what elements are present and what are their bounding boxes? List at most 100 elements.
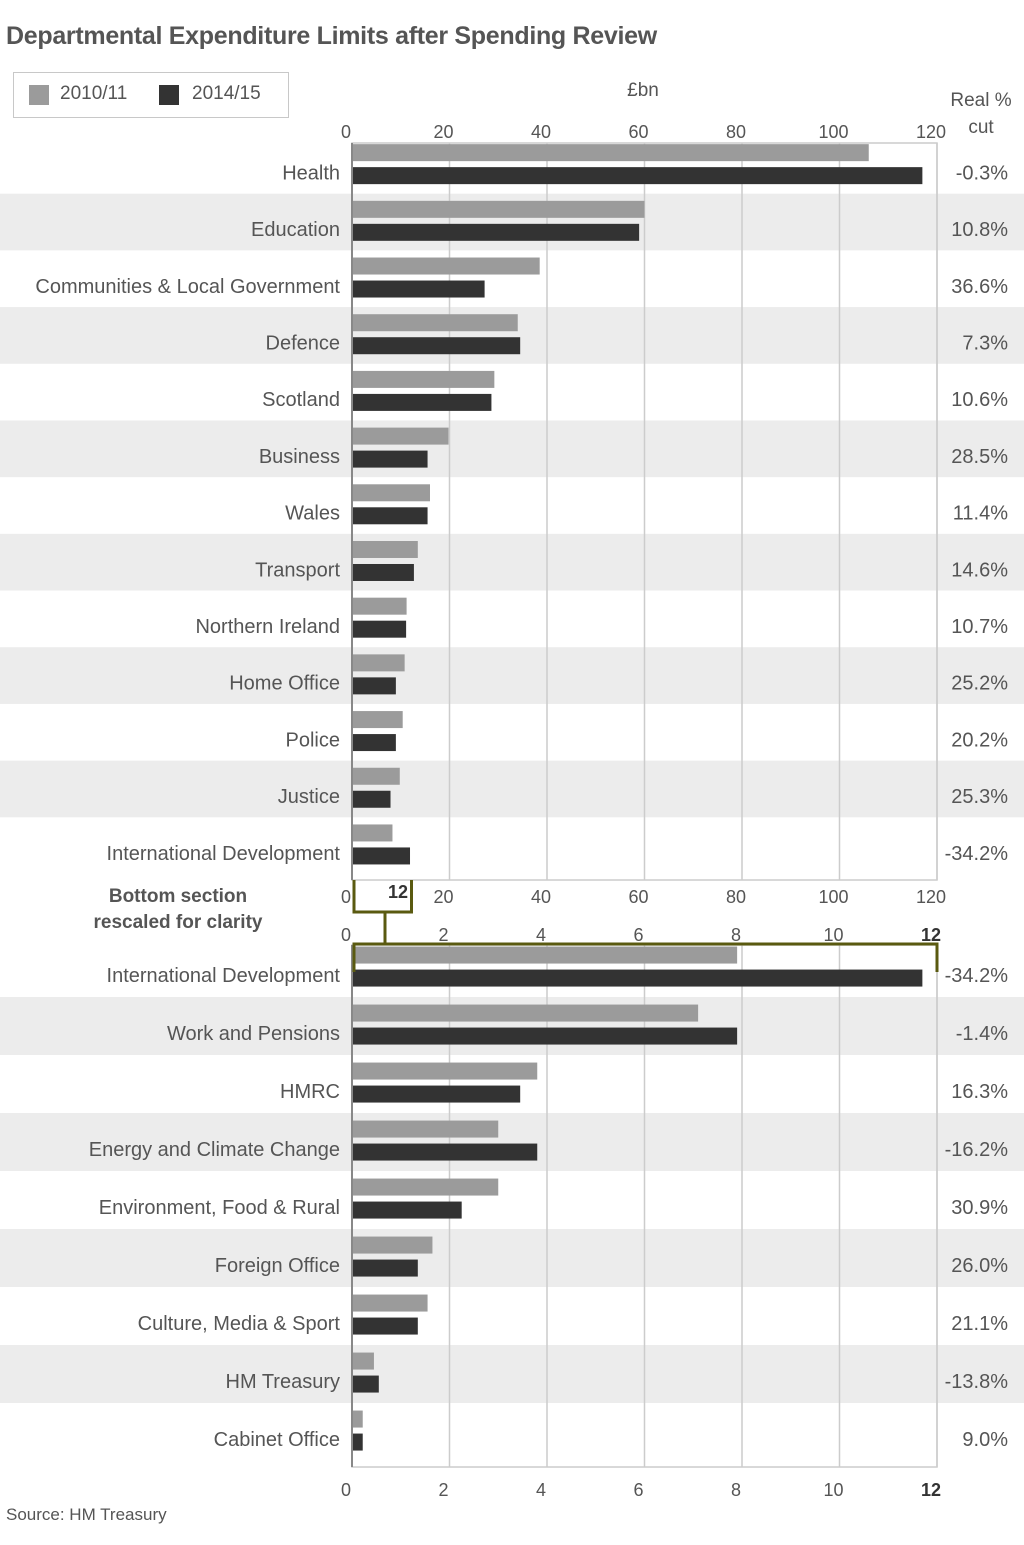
real-cut-value-bottom-environment-food-rural: 30.9% — [951, 1197, 1008, 1219]
zoom-bracket-wide — [352, 942, 939, 972]
tick-label-top-bottom-20: 20 — [433, 887, 453, 907]
bar-top-2010-11-education — [353, 200, 645, 218]
real-cut-value-bottom-international-development: -34.2% — [945, 965, 1009, 987]
tick-label-bottom-bottom-2: 2 — [438, 1480, 448, 1500]
bar-top-2014-15-home-office — [353, 677, 396, 695]
tick-label-top-top-40: 40 — [531, 122, 551, 142]
real-cut-value-top-health: -0.3% — [956, 162, 1008, 184]
real-cut-value-top-communities-local-government: 36.6% — [951, 276, 1008, 298]
category-label-top-international-development: International Development — [107, 843, 341, 865]
tick-label-bottom-top-0: 0 — [341, 925, 351, 945]
row-band-top-justice — [0, 760, 1024, 818]
tick-label-bottom-bottom-6: 6 — [633, 1480, 643, 1500]
tick-label-top-top-0: 0 — [341, 122, 351, 142]
tick-label-bottom-top-10: 10 — [823, 925, 843, 945]
real-cut-value-top-transport: 14.6% — [951, 559, 1008, 581]
real-cut-value-top-scotland: 10.6% — [951, 389, 1008, 411]
row-band-bottom-energy-and-climate-change — [0, 1113, 1024, 1171]
category-label-bottom-hmrc: HMRC — [280, 1081, 340, 1103]
tick-label-bottom-top-8: 8 — [731, 925, 741, 945]
category-label-bottom-cabinet-office: Cabinet Office — [214, 1429, 340, 1451]
bar-top-2014-15-police — [353, 734, 396, 752]
tick-label-top-bottom-40: 40 — [531, 887, 551, 907]
real-cut-value-top-wales: 11.4% — [953, 503, 1008, 525]
bar-bottom-2010-11-hm-treasury — [353, 1352, 374, 1370]
bar-bottom-2010-11-international-development — [353, 946, 738, 964]
category-label-top-home-office: Home Office — [229, 673, 340, 695]
row-band-top-transport — [0, 533, 1024, 591]
bar-bottom-2014-15-international-development — [353, 969, 923, 987]
tick-label-top-top-80: 80 — [726, 122, 746, 142]
real-cut-header-line2: cut — [968, 117, 994, 138]
bar-top-2010-11-international-development — [353, 824, 393, 842]
category-label-top-health: Health — [282, 162, 340, 184]
bar-top-2014-15-scotland — [353, 393, 492, 411]
bar-top-2010-11-scotland — [353, 370, 495, 388]
bar-top-2014-15-transport — [353, 563, 414, 581]
category-label-bottom-culture-media-sport: Culture, Media & Sport — [138, 1313, 341, 1335]
category-label-top-transport: Transport — [255, 559, 340, 581]
bar-bottom-2014-15-hmrc — [353, 1085, 521, 1103]
category-label-top-scotland: Scotland — [262, 389, 340, 411]
tick-label-top-bottom-0: 0 — [341, 887, 351, 907]
bar-top-2014-15-international-development — [353, 847, 411, 865]
category-label-top-police: Police — [286, 729, 340, 751]
zoom-bracket — [352, 880, 413, 914]
tick-label-bottom-bottom-12: 12 — [921, 1480, 941, 1500]
bar-bottom-2010-11-work-and-pensions — [353, 1004, 699, 1022]
bar-bottom-2014-15-work-and-pensions — [353, 1027, 738, 1045]
real-cut-value-top-education: 10.8% — [951, 219, 1008, 241]
category-label-top-northern-ireland: Northern Ireland — [195, 616, 340, 638]
tick-label-top-top-100: 100 — [818, 122, 848, 142]
real-cut-value-top-defence: 7.3% — [962, 333, 1008, 355]
tick-label-bottom-bottom-4: 4 — [536, 1480, 546, 1500]
tick-label-bottom-top-4: 4 — [536, 925, 546, 945]
bar-top-2010-11-defence — [353, 314, 518, 332]
bar-top-2014-15-northern-ireland — [353, 620, 407, 638]
category-label-bottom-environment-food-rural: Environment, Food & Rural — [99, 1197, 340, 1219]
tick-label-top-top-60: 60 — [628, 122, 648, 142]
real-cut-value-top-northern-ireland: 10.7% — [951, 616, 1008, 638]
tick-label-top-bottom-120: 120 — [916, 887, 946, 907]
legend-label-2014-15: 2014/15 — [192, 83, 261, 104]
bar-top-2010-11-communities-local-government — [353, 257, 540, 275]
row-band-bottom-foreign-office — [0, 1229, 1024, 1287]
bar-top-2010-11-justice — [353, 767, 400, 785]
rescale-note-line1: Bottom section — [108, 886, 248, 907]
zoom-marker-label: 12 — [388, 882, 408, 902]
category-label-top-education: Education — [251, 219, 340, 241]
real-cut-value-top-justice: 25.3% — [951, 786, 1008, 808]
bar-top-2010-11-police — [353, 711, 403, 729]
bar-bottom-2014-15-energy-and-climate-change — [353, 1143, 538, 1161]
real-cut-value-top-home-office: 25.2% — [951, 673, 1008, 695]
category-label-top-business: Business — [259, 446, 340, 468]
tick-label-bottom-top-12: 12 — [921, 925, 941, 945]
tick-label-top-top-120: 120 — [916, 122, 946, 142]
bar-top-2014-15-wales — [353, 507, 428, 525]
bar-top-2010-11-home-office — [353, 654, 405, 672]
bar-bottom-2010-11-culture-media-sport — [353, 1294, 428, 1312]
row-band-bottom-hm-treasury — [0, 1345, 1024, 1403]
tick-label-top-bottom-60: 60 — [628, 887, 648, 907]
bar-bottom-2010-11-cabinet-office — [353, 1410, 363, 1428]
bar-bottom-2010-11-energy-and-climate-change — [353, 1120, 499, 1138]
real-cut-value-bottom-hmrc: 16.3% — [951, 1081, 1008, 1103]
bar-bottom-2014-15-cabinet-office — [353, 1433, 363, 1451]
category-label-bottom-energy-and-climate-change: Energy and Climate Change — [89, 1139, 340, 1161]
chart-title: Departmental Expenditure Limits after Sp… — [6, 22, 657, 50]
bar-top-2010-11-health — [353, 144, 869, 162]
tick-label-bottom-top-2: 2 — [438, 925, 448, 945]
legend-swatch-2014-15 — [159, 85, 179, 105]
real-cut-value-bottom-work-and-pensions: -1.4% — [956, 1023, 1008, 1045]
bar-bottom-2014-15-environment-food-rural — [353, 1201, 462, 1219]
real-cut-value-bottom-culture-media-sport: 21.1% — [951, 1313, 1008, 1335]
tick-label-bottom-top-6: 6 — [633, 925, 643, 945]
bar-top-2014-15-education — [353, 223, 640, 241]
source-note: Source: HM Treasury — [6, 1505, 167, 1524]
row-band-top-business — [0, 420, 1024, 478]
bar-top-2014-15-defence — [353, 337, 521, 355]
real-cut-header-line1: Real % — [950, 90, 1012, 111]
category-label-top-communities-local-government: Communities & Local Government — [35, 276, 340, 298]
real-cut-value-bottom-hm-treasury: -13.8% — [945, 1371, 1009, 1393]
